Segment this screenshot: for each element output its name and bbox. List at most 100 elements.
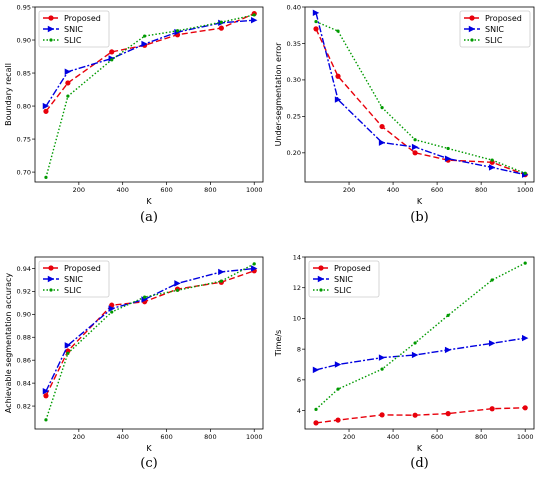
y-tick-label: 0.92 bbox=[17, 288, 31, 296]
plot-frame bbox=[34, 256, 264, 430]
plot-frame bbox=[304, 6, 535, 183]
y-tick-label: 14 bbox=[293, 253, 301, 261]
data-point bbox=[378, 354, 386, 361]
data-point bbox=[110, 58, 114, 62]
legend-label: Proposed bbox=[64, 264, 101, 273]
data-point bbox=[313, 26, 319, 32]
x-axis-label: K bbox=[146, 444, 152, 453]
subfigure-caption: (b) bbox=[410, 210, 428, 225]
data-point bbox=[66, 94, 70, 98]
legend-label: SLIC bbox=[334, 286, 352, 295]
data-point bbox=[110, 310, 114, 314]
data-point bbox=[175, 288, 180, 292]
x-tick-label: 200 bbox=[73, 433, 85, 441]
subfigure-caption: (c) bbox=[140, 456, 157, 471]
x-tick-label: 600 bbox=[160, 186, 172, 194]
data-point bbox=[489, 406, 495, 412]
y-tick-label: 0.85 bbox=[17, 69, 31, 77]
data-point bbox=[64, 342, 72, 349]
y-tick-label: 6 bbox=[297, 376, 301, 384]
data-point bbox=[108, 305, 115, 312]
x-tick-label: 400 bbox=[116, 186, 128, 194]
data-point bbox=[335, 73, 341, 79]
data-point bbox=[336, 29, 340, 33]
x-tick-label: 600 bbox=[160, 433, 172, 441]
series-slic bbox=[314, 19, 527, 175]
x-axis-label: K bbox=[417, 197, 423, 206]
x-axis-label: K bbox=[417, 444, 423, 453]
legend-label: Proposed bbox=[485, 14, 522, 23]
data-point bbox=[42, 102, 50, 110]
data-point bbox=[412, 150, 418, 156]
data-point bbox=[219, 20, 223, 24]
data-point bbox=[334, 361, 342, 368]
data-point bbox=[379, 412, 385, 418]
data-point bbox=[175, 29, 180, 33]
data-point bbox=[218, 25, 224, 31]
y-axis-label: Under-segmentation error bbox=[274, 42, 283, 147]
legend-swatch-marker bbox=[48, 15, 54, 21]
legend-box bbox=[38, 260, 110, 298]
data-point bbox=[378, 139, 386, 146]
legend-swatch-marker bbox=[470, 38, 474, 42]
x-tick-label: 1000 bbox=[246, 186, 263, 194]
data-point bbox=[314, 407, 318, 411]
legend-label: SLIC bbox=[64, 286, 82, 295]
data-point bbox=[109, 49, 115, 55]
legend-swatch-marker bbox=[317, 275, 325, 283]
y-tick-label: 0.35 bbox=[287, 40, 301, 48]
data-point bbox=[444, 346, 452, 354]
x-tick-label: 1000 bbox=[517, 433, 534, 441]
series-slic bbox=[44, 13, 256, 179]
y-tick-label: 0.20 bbox=[287, 149, 301, 157]
data-point bbox=[219, 279, 223, 283]
data-point bbox=[174, 280, 181, 287]
data-point bbox=[413, 138, 417, 142]
x-tick-label: 800 bbox=[204, 433, 216, 441]
y-tick-label: 0.90 bbox=[17, 36, 31, 44]
subplot-b: 200 400 600 800 1000 0.20 0.25 0.30 0.35 0.40 K Und… bbox=[274, 3, 535, 225]
y-tick-label: 10 bbox=[293, 315, 301, 323]
series-proposed bbox=[313, 26, 528, 178]
x-tick-label: 200 bbox=[343, 186, 355, 194]
y-tick-label: 0.95 bbox=[17, 3, 31, 11]
data-point bbox=[335, 417, 341, 423]
subplot-d: 200 400 600 800 1000 4 6 8 10 12 14 K Time/s Proposed… bbox=[274, 253, 535, 471]
legend-label: Proposed bbox=[334, 264, 371, 273]
data-point bbox=[411, 351, 419, 359]
legend-label: SNIC bbox=[64, 275, 83, 284]
data-point bbox=[251, 17, 258, 24]
y-tick-label: 0.82 bbox=[17, 402, 31, 410]
data-point bbox=[444, 155, 452, 162]
data-point bbox=[252, 262, 256, 266]
subfigure-caption: (d) bbox=[410, 456, 428, 471]
data-point bbox=[44, 418, 48, 422]
data-point bbox=[64, 68, 72, 75]
y-tick-label: 0.40 bbox=[287, 3, 301, 11]
data-point bbox=[523, 261, 527, 265]
y-tick-label: 0.84 bbox=[17, 379, 31, 387]
legend: Proposed SNIC SLIC bbox=[38, 10, 110, 48]
legend: Proposed SNIC SLIC bbox=[459, 10, 531, 48]
data-point bbox=[252, 13, 256, 17]
x-axis-label: K bbox=[146, 197, 152, 206]
data-point bbox=[65, 348, 71, 354]
legend-label: SNIC bbox=[485, 25, 504, 34]
plot-frame bbox=[304, 256, 535, 430]
legend: Proposed SNIC SLIC bbox=[38, 260, 110, 298]
y-axis-label: Time/s bbox=[274, 330, 283, 357]
data-point bbox=[42, 387, 50, 395]
legend-label: SLIC bbox=[64, 36, 82, 45]
subfigure-caption: (a) bbox=[140, 210, 158, 225]
series-slic bbox=[44, 262, 256, 422]
data-point bbox=[336, 387, 340, 391]
x-tick-label: 800 bbox=[475, 186, 487, 194]
legend-label: Proposed bbox=[64, 14, 101, 23]
data-point bbox=[314, 19, 318, 24]
y-axis-label: Boundary recall bbox=[4, 63, 13, 126]
data-point bbox=[445, 411, 451, 417]
data-point bbox=[380, 106, 384, 110]
x-tick-label: 200 bbox=[343, 433, 355, 441]
data-point bbox=[490, 158, 494, 162]
